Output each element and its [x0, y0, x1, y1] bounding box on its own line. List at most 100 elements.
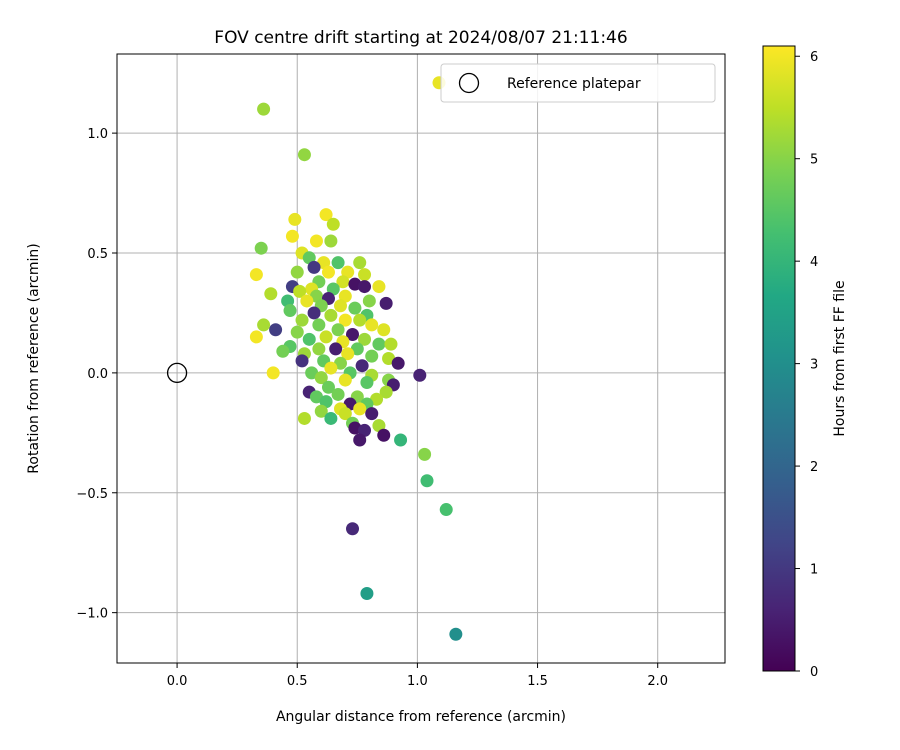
scatter-point: [379, 385, 393, 399]
scatter-point: [338, 407, 352, 421]
scatter-point: [302, 251, 316, 265]
scatter-point: [341, 265, 355, 279]
scatter-point: [338, 289, 352, 303]
scatter-point: [314, 404, 328, 418]
scatter-point: [331, 387, 345, 401]
scatter-point: [360, 375, 374, 389]
scatter-point: [312, 318, 326, 332]
x-tick-label: 1.5: [527, 674, 548, 689]
scatter-point: [370, 392, 384, 406]
scatter-point: [307, 306, 321, 320]
scatter-point: [249, 330, 263, 344]
scatter-point: [353, 256, 367, 270]
data-points: [249, 76, 463, 641]
scatter-point: [293, 284, 307, 298]
y-ticks: −1.0 −0.5 0.0 0.5 1.0: [76, 127, 117, 622]
scatter-point: [336, 275, 350, 289]
scatter-point: [377, 323, 391, 337]
scatter-point: [329, 342, 343, 356]
colorbar-tick-label: 1: [810, 563, 818, 578]
colorbar-tick-label: 0: [810, 665, 818, 680]
scatter-point: [353, 402, 367, 416]
scatter-point: [358, 332, 372, 346]
colorbar-tick-label: 4: [810, 255, 818, 270]
scatter-point: [309, 390, 323, 404]
scatter-point: [290, 265, 304, 279]
scatter-point: [346, 328, 360, 342]
colorbar-tick-label: 2: [810, 460, 818, 475]
y-tick-label: 1.0: [87, 127, 108, 142]
scatter-point: [420, 474, 434, 488]
scatter-point: [266, 366, 280, 380]
scatter-point: [269, 323, 283, 337]
colorbar-label: Hours from first FF file: [832, 280, 848, 436]
legend-box: [440, 63, 716, 103]
scatter-point: [297, 411, 311, 425]
scatter-point: [418, 447, 432, 461]
scatter-point: [382, 352, 396, 365]
scatter-point: [324, 361, 338, 375]
scatter-point: [360, 586, 374, 600]
scatter-point: [413, 368, 427, 382]
scatter-point: [355, 359, 369, 373]
scatter-point: [333, 299, 347, 313]
x-tick-label: 0.0: [167, 674, 188, 689]
scatter-point: [384, 337, 398, 351]
scatter-point: [324, 308, 338, 322]
scatter-point: [319, 208, 333, 222]
scatter-point: [305, 366, 319, 380]
scatter-point: [353, 313, 367, 327]
scatter-point: [257, 102, 271, 116]
scatter-point: [297, 148, 311, 162]
scatter-point: [365, 349, 379, 363]
y-tick-label: 0.5: [87, 247, 108, 262]
scatter-point: [394, 433, 408, 447]
scatter-point: [324, 411, 338, 425]
scatter-point: [324, 234, 338, 248]
scatter-point: [346, 522, 360, 536]
scatter-point: [321, 380, 335, 394]
scatter-point: [295, 313, 309, 327]
legend-reference-marker: [458, 72, 480, 94]
scatter-point: [295, 354, 309, 368]
scatter-point: [321, 265, 335, 279]
scatter-point: [300, 294, 314, 308]
scatter-point: [254, 241, 268, 255]
scatter-point: [439, 503, 453, 517]
reference-platepar-marker: [166, 362, 188, 384]
scatter-point: [377, 428, 391, 442]
scatter-point: [302, 332, 316, 346]
scatter-point: [285, 229, 299, 243]
scatter-point: [257, 318, 271, 332]
scatter-point: [372, 419, 386, 433]
colorbar-ticks: 0 1 2 3 4 5 6: [795, 50, 818, 680]
scatter-point: [312, 342, 326, 356]
scatter-point: [264, 287, 278, 301]
scatter-point: [283, 304, 297, 318]
legend-entry-reference: Reference platepar: [507, 76, 641, 92]
colorbar-tick-label: 6: [810, 50, 818, 65]
scatter-point: [290, 325, 304, 339]
y-tick-label: −0.5: [76, 487, 108, 502]
scatter-point: [350, 342, 364, 356]
scatter-point: [309, 234, 323, 248]
scatter-point: [326, 217, 340, 231]
scatter-point: [307, 260, 321, 274]
scatter-point: [309, 289, 323, 303]
x-ticks: 0.0 0.5 1.0 1.5 2.0: [167, 663, 668, 689]
y-axis-label: Rotation from reference (arcmin): [26, 243, 42, 473]
scatter-point: [338, 313, 352, 327]
scatter-point: [276, 344, 290, 358]
scatter-point: [365, 407, 379, 421]
scatter-point: [353, 433, 367, 447]
scatter-point: [362, 294, 376, 308]
colorbar: [762, 45, 796, 672]
x-axis-label: Angular distance from reference (arcmin): [276, 709, 566, 725]
scatter-point: [391, 356, 405, 370]
legend: Reference platepar: [440, 63, 716, 103]
scatter-point: [317, 256, 331, 270]
colorbar-tick-label: 5: [810, 153, 818, 168]
scatter-point: [358, 423, 372, 437]
scatter-point: [343, 397, 357, 411]
